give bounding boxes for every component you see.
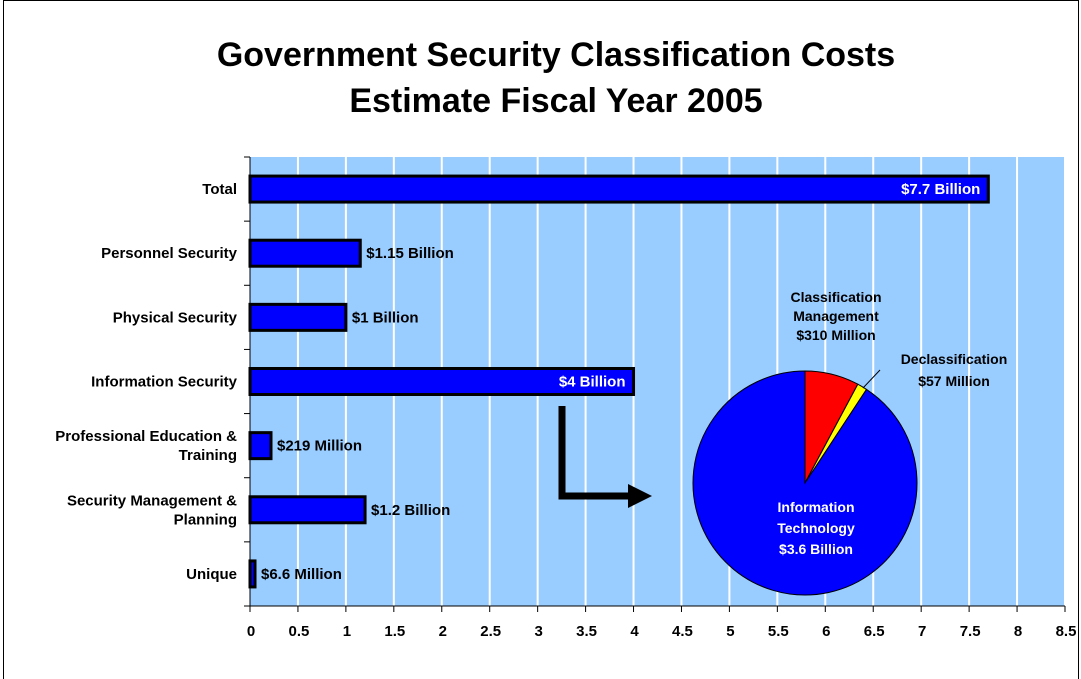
bar-0	[248, 174, 990, 204]
bar-3	[248, 367, 636, 396]
bar-4	[248, 431, 273, 461]
pie-label-0-0: Classification	[790, 289, 881, 305]
category-label-2-0: Physical Security	[113, 309, 238, 326]
category-label-5-0: Security Management &	[67, 492, 237, 509]
pie-label-0-1: Management	[793, 308, 879, 324]
chart-title-line-1: Estimate Fiscal Year 2005	[349, 82, 762, 120]
data-label-1: $1.15 Billion	[366, 245, 454, 262]
pie-label-2-2: $3.6 Billion	[779, 541, 853, 557]
chart-title: Government Security Classification Costs…	[217, 36, 895, 120]
bar-2	[248, 302, 348, 332]
inset-pie: Classification Management $310 Million Decl…	[692, 289, 1008, 596]
x-tick-label-4: 2	[439, 623, 447, 640]
x-tick-label-11: 5.5	[768, 623, 789, 640]
data-label-2: $1 Billion	[352, 309, 419, 326]
x-tick-label-1: 0.5	[289, 623, 310, 640]
category-label-0-0: Total	[202, 181, 237, 198]
data-label-5: $1.2 Billion	[371, 502, 450, 519]
bar-1	[248, 238, 362, 268]
category-label-5-1: Planning	[174, 511, 237, 528]
category-label-4-0: Professional Education &	[55, 428, 237, 445]
x-tick-label-15: 7.5	[960, 623, 981, 640]
bars	[248, 174, 990, 589]
labels: Total $7.7 Billion Personnel Security $1.15…	[55, 181, 980, 583]
x-tick-label-12: 6	[822, 623, 830, 640]
x-tick-label-17: 8.5	[1056, 623, 1077, 640]
x-tick-label-0: 0	[247, 623, 255, 640]
data-label-4: $219 Million	[277, 438, 362, 455]
pie-slice-2	[692, 370, 918, 596]
pie-label-2-0: Information	[778, 499, 855, 515]
data-label-6: $6.6 Million	[261, 566, 342, 583]
x-tick-label-7: 3.5	[576, 623, 597, 640]
category-label-6-0: Unique	[186, 566, 237, 583]
category-label-1-0: Personnel Security	[101, 245, 238, 262]
callout-arrow	[558, 406, 652, 508]
pie-label-0-2: $310 Million	[796, 327, 875, 343]
x-tick-label-3: 1.5	[384, 623, 405, 640]
pie-label-2-1: Technology	[777, 520, 855, 536]
data-label-0: $7.7 Billion	[901, 181, 980, 198]
x-tick-label-6: 3	[534, 623, 542, 640]
bar-6	[248, 559, 257, 589]
x-tick-label-10: 5	[726, 623, 734, 640]
category-label-3-0: Information Security	[91, 374, 238, 391]
pie-label-1-0: Declassification	[901, 351, 1008, 367]
bar-5	[248, 495, 367, 525]
x-tick-label-16: 8	[1014, 623, 1022, 640]
data-label-3: $4 Billion	[559, 374, 626, 391]
category-label-4-1: Training	[179, 447, 237, 464]
x-tick-label-13: 6.5	[864, 623, 885, 640]
pie-leader-line	[862, 369, 881, 389]
x-tick-label-5: 2.5	[480, 623, 501, 640]
x-tick-label-9: 4.5	[672, 623, 693, 640]
x-tick-label-14: 7	[918, 623, 926, 640]
x-tick-label-2: 1	[343, 623, 351, 640]
pie-label-1-1: $57 Million	[918, 373, 990, 389]
chart-title-line-0: Government Security Classification Costs	[217, 36, 895, 74]
callout-arrowhead	[628, 484, 652, 508]
callout-arrow-shaft	[558, 406, 632, 500]
x-tick-label-8: 4	[630, 623, 639, 640]
